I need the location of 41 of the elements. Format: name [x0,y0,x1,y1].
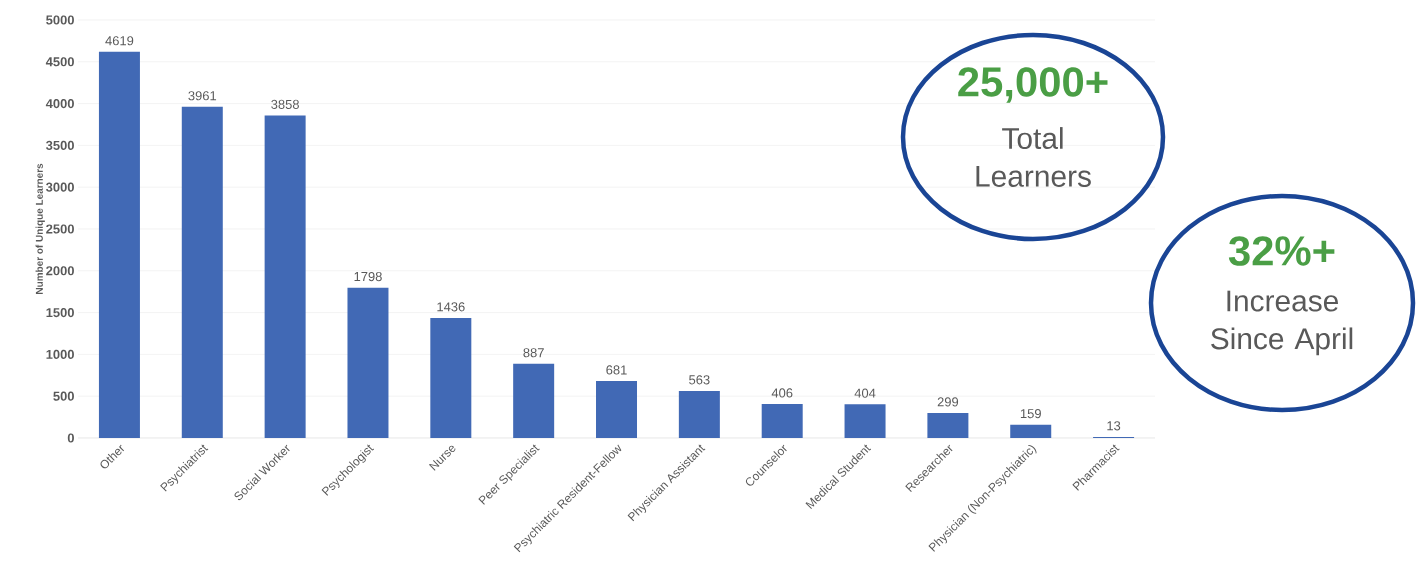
data-label: 887 [523,348,544,358]
bar [1010,424,1052,438]
data-label: 299 [937,397,959,407]
annotation: Total Learners [976,127,1091,187]
y-tick-label: 2000 [46,266,74,276]
data-label: 1798 [354,271,382,282]
bar [761,404,803,438]
bar [596,381,638,438]
bar [98,51,140,438]
bar [513,363,555,438]
bar [430,317,472,438]
data-label: 406 [771,388,793,398]
data-label: 3961 [188,91,217,101]
annotation: 25,000+ [958,67,1108,103]
y-axis-title: Number of Unique Learners [35,163,45,294]
y-tick-label: 5000 [46,15,74,25]
data-label: 1436 [437,302,465,312]
bar [927,412,969,438]
data-label: 4619 [105,36,134,46]
y-tick-label: 0 [67,433,74,443]
y-tick-label: 3500 [45,140,74,150]
y-tick-label: 1500 [46,308,74,318]
y-tick-label: 4500 [45,57,74,67]
bar [347,287,389,438]
bar [264,115,306,438]
data-label: 404 [854,388,876,398]
bar [181,106,223,438]
y-tick-label: 500 [53,391,74,401]
text: Increase Since April [1211,290,1353,356]
data-label: 13 [1107,421,1121,431]
data-label: 3858 [271,99,299,109]
bar [844,404,886,438]
y-tick-label: 2500 [46,224,74,234]
y-tick-label: 4000 [45,99,74,109]
y-tick-label: 3000 [45,182,74,192]
y-tick-label: 1000 [46,349,74,359]
data-label: 681 [606,365,627,375]
text: 32%+ [1228,236,1335,266]
data-label: 563 [689,375,710,385]
bar [678,390,720,438]
data-label: 159 [1020,409,1041,419]
